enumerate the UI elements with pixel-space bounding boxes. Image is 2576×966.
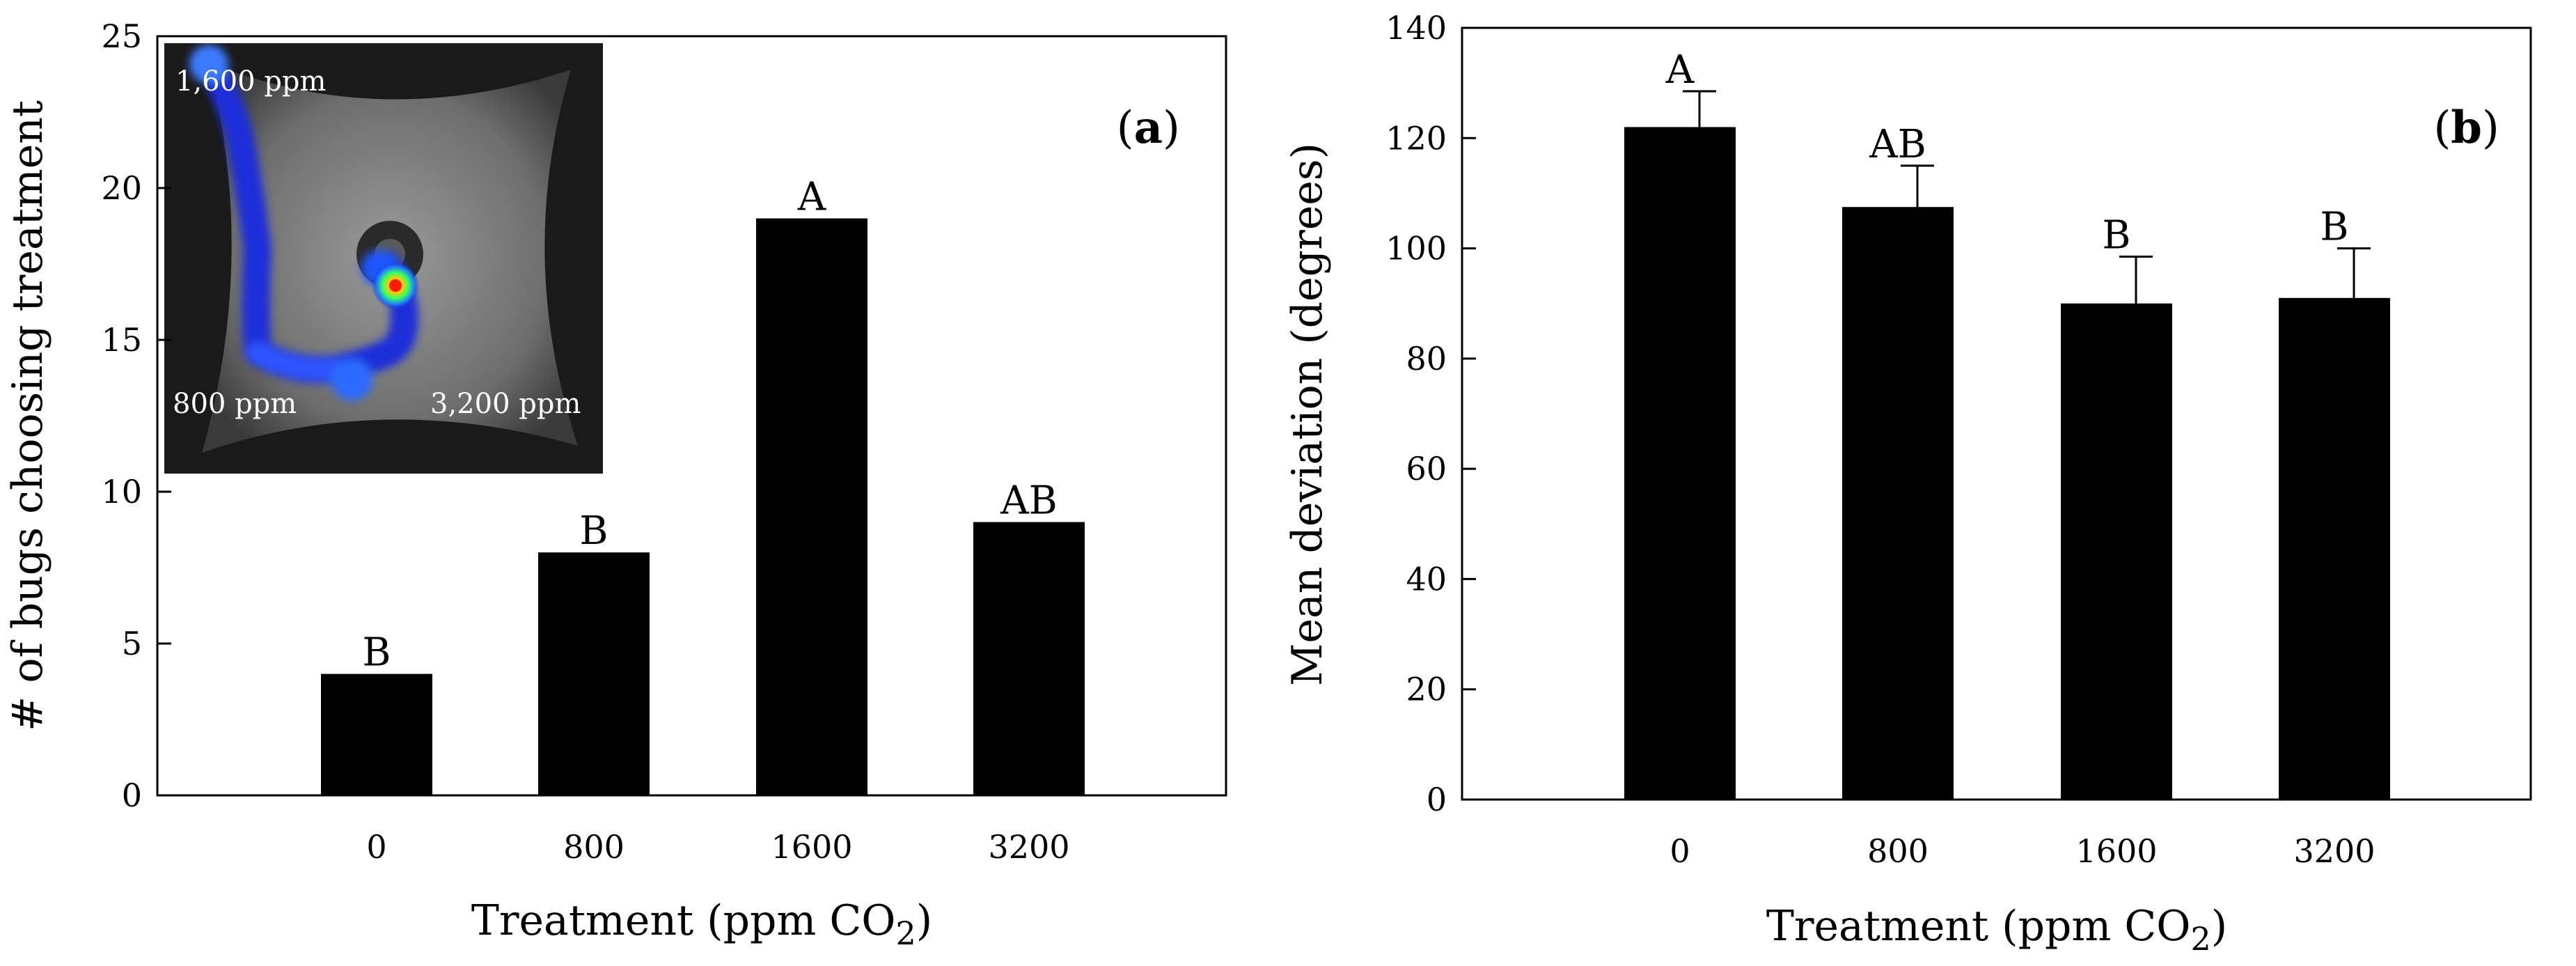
panel-b-y-axis: 0 20 40 60 80 100 120 140 — [1385, 9, 1476, 818]
panel-a-significance-letter-0: B — [362, 630, 391, 676]
panel-b-y-tick-label: 100 — [1385, 230, 1447, 267]
panel-a-y-tick-label: 0 — [122, 777, 142, 814]
panel-b-significance-letter-0: A — [1665, 47, 1695, 93]
panel-b-x-tick-label: 1600 — [2075, 832, 2157, 870]
panel-a-bar-800 — [538, 552, 650, 795]
panel-b-bars — [1624, 127, 2390, 800]
panel-b-bar-1600 — [2061, 303, 2172, 800]
panel-a-y-axis-title: # of bugs choosing treatment — [3, 100, 52, 731]
panel-a-inset-label-800: 800 ppm — [173, 388, 297, 420]
panel-b-y-tick-label: 140 — [1385, 9, 1447, 47]
panel-a-x-tick-label: 1600 — [771, 828, 852, 866]
panel-a-plot-frame — [156, 35, 1227, 797]
panel-b-x-tick-label: 3200 — [2293, 832, 2375, 870]
panel-a-y-tick-label: 25 — [101, 17, 142, 55]
panel-b-x-axis: 0 800 1600 3200 — [1670, 786, 2375, 870]
panel-b-x-axis-title: Treatment (ppm CO2) — [1766, 902, 2227, 958]
panel-b-y-tick-label: 60 — [1406, 450, 1447, 488]
panel-a-label: (a) — [1117, 102, 1180, 154]
panel-a-significance-letter-3200: AB — [1000, 478, 1058, 524]
panel-a-x-axis-title: Treatment (ppm CO2) — [471, 896, 932, 952]
panel-a-inset-label-1600: 1,600 ppm — [175, 65, 326, 98]
panel-a-x-tick-label: 3200 — [988, 828, 1069, 866]
panel-a-y-tick-label: 10 — [101, 473, 142, 511]
panel-a-x-tick-label: 0 — [366, 828, 386, 866]
panel-a-inset-arena-image — [164, 43, 603, 474]
panel-a-significance-letter-800: B — [579, 508, 608, 554]
panel-b-y-tick-label: 20 — [1406, 671, 1447, 708]
panel-a-y-tick-label: 5 — [122, 625, 142, 662]
panel-b-significance-letter-3200: B — [2320, 205, 2348, 250]
panel-b-y-tick-label: 0 — [1427, 781, 1447, 818]
panel-b-significance-letter-1600: B — [2102, 212, 2130, 258]
panel-a-y-tick-label: 20 — [101, 169, 142, 207]
panel-b-label: (b) — [2433, 102, 2499, 154]
panel-a-x-tick-label: 800 — [563, 828, 625, 866]
panel-b-x-tick-label: 0 — [1670, 832, 1690, 870]
panel-a-chart: 1,600 ppm 800 ppm 3,200 ppm B B A AB 0 5 10 15… — [3, 17, 1227, 952]
panel-a-significance-letters: B B A AB — [362, 175, 1057, 676]
panel-b-bar-0 — [1624, 127, 1736, 800]
panel-b-y-axis-title: Mean deviation (degrees) — [1283, 143, 1332, 686]
panel-b-y-tick-label: 40 — [1406, 560, 1447, 598]
panel-a-significance-letter-1600: A — [797, 175, 826, 220]
panel-b-bar-3200 — [2279, 297, 2390, 800]
panel-b-significance-letter-800: AB — [1869, 122, 1926, 167]
panel-b-significance-letters: A AB B B — [1665, 47, 2349, 258]
panel-a-y-tick-label: 15 — [101, 321, 142, 359]
panel-a-inset-label-3200: 3,200 ppm — [430, 388, 581, 420]
panel-b-bar-800 — [1842, 207, 1954, 800]
panel-b-plot-frame — [1461, 26, 2532, 801]
panel-a-bars — [321, 218, 1085, 796]
panel-a-y-axis: 0 5 10 15 20 25 — [101, 17, 171, 814]
panel-a-bar-3200 — [973, 522, 1085, 795]
panel-b-y-tick-label: 120 — [1385, 119, 1447, 157]
panel-a-x-axis: 0 800 1600 3200 — [366, 781, 1070, 866]
panel-b-chart: A AB B B 0 20 40 60 80 100 120 140 0 800 1600 3200 Me… — [1283, 9, 2532, 958]
panel-b-x-tick-label: 800 — [1867, 832, 1929, 870]
panel-a-bar-1600 — [756, 218, 867, 796]
panel-a-bar-0 — [321, 673, 432, 795]
panel-b-y-tick-label: 80 — [1406, 340, 1447, 377]
panel-b-error-bars — [1683, 90, 2371, 304]
